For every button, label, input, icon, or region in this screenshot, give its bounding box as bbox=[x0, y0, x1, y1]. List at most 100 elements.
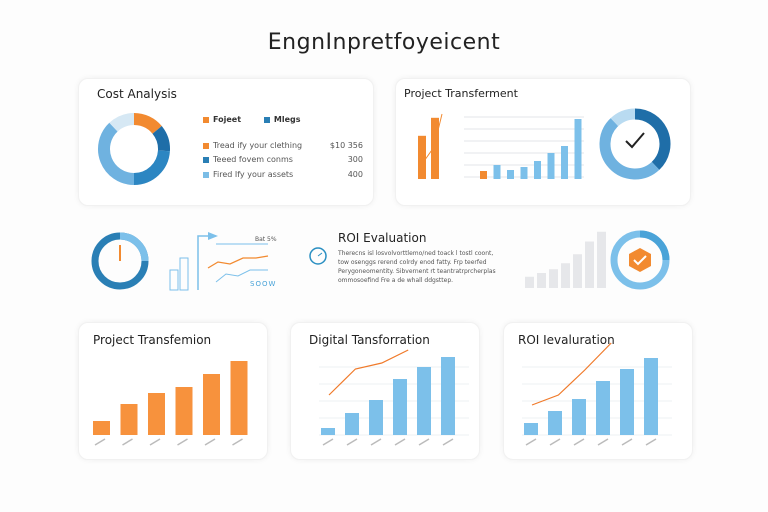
bar bbox=[418, 135, 426, 179]
card-title: Digital Tansforration bbox=[309, 333, 430, 347]
bar bbox=[585, 241, 594, 288]
legend: Fojeet Mlegs bbox=[203, 115, 300, 124]
bar bbox=[572, 399, 586, 435]
bar bbox=[321, 428, 335, 435]
x-tick-label bbox=[177, 438, 188, 446]
bar bbox=[525, 276, 534, 288]
card-title: ROI Ievaluration bbox=[518, 333, 615, 347]
blue-trend-line bbox=[215, 269, 268, 283]
bar bbox=[524, 423, 538, 435]
legend-label: Mlegs bbox=[273, 115, 301, 124]
legend-label: Fojeet bbox=[213, 115, 242, 124]
row-label: Teeed fovem conms bbox=[213, 155, 293, 164]
bar bbox=[441, 357, 455, 435]
row-value: $10 356 bbox=[329, 141, 363, 150]
bar bbox=[644, 358, 658, 435]
trend-bar bbox=[169, 269, 179, 291]
x-tick-label bbox=[418, 438, 430, 446]
trend-line-chart bbox=[169, 232, 269, 291]
bar bbox=[520, 167, 528, 179]
x-tick-label bbox=[573, 438, 585, 446]
check-icon bbox=[625, 132, 645, 149]
orange-shield-check-icon bbox=[629, 248, 651, 272]
row-label: Fired Ify your assets bbox=[213, 170, 294, 179]
bar bbox=[393, 379, 407, 435]
trend-line bbox=[531, 342, 612, 406]
bar bbox=[493, 165, 501, 179]
x-tick-label bbox=[597, 438, 609, 446]
card-title: Project Transferment bbox=[404, 87, 518, 100]
clock-icon bbox=[309, 247, 327, 265]
x-tick-label bbox=[394, 438, 406, 446]
row-swatch bbox=[203, 156, 209, 163]
bar bbox=[369, 400, 383, 435]
trend-bar bbox=[179, 257, 189, 291]
row-swatch bbox=[203, 171, 209, 178]
clock-gauge-icon bbox=[91, 232, 149, 290]
x-tick-label bbox=[94, 438, 106, 446]
roi-evaluation-title: ROI Evaluation bbox=[338, 231, 427, 245]
project-bar-chart bbox=[418, 113, 584, 179]
page-title: EngnInpretfoyeicent bbox=[267, 30, 501, 55]
legend-swatch-blue bbox=[263, 116, 270, 123]
row-value: 400 bbox=[347, 170, 363, 179]
bar bbox=[93, 421, 110, 435]
donut-segment bbox=[152, 126, 170, 152]
donut-segment bbox=[109, 113, 135, 132]
gray-bar-chart bbox=[525, 231, 606, 288]
x-tick-label bbox=[621, 438, 633, 446]
bar bbox=[596, 381, 610, 435]
trend-label: Bat 5% bbox=[255, 236, 277, 243]
cost-row: Tread ify your clething $10 356 bbox=[203, 141, 363, 150]
x-tick-label bbox=[322, 438, 334, 446]
x-tick-label bbox=[549, 438, 561, 446]
bar bbox=[120, 404, 138, 435]
x-tick-label bbox=[370, 438, 382, 446]
cost-analysis-card: Cost Analysis Fojeet Mlegs Tread ify you… bbox=[78, 78, 374, 206]
bar-line-chart bbox=[319, 349, 469, 446]
bar bbox=[175, 387, 193, 435]
bar bbox=[507, 170, 514, 179]
bar bbox=[561, 263, 570, 288]
x-tick-label bbox=[232, 438, 243, 446]
donut-segment bbox=[133, 150, 170, 185]
trend-footer: SOOW bbox=[250, 280, 277, 288]
donut-segment bbox=[610, 108, 636, 127]
donut-segment bbox=[98, 122, 135, 185]
donut-segment bbox=[634, 108, 671, 170]
bar-chart bbox=[93, 361, 248, 446]
bar bbox=[620, 369, 634, 435]
legend-swatch-orange bbox=[203, 116, 209, 123]
bar bbox=[537, 273, 546, 288]
cost-row: Teeed fovem conms 300 bbox=[203, 155, 363, 164]
project-donut-chart bbox=[599, 108, 671, 180]
donut-segment bbox=[133, 113, 162, 135]
project-transferment-card: Project Transferment bbox=[395, 78, 691, 206]
bar bbox=[561, 146, 568, 179]
bar bbox=[480, 171, 487, 179]
badge-donut bbox=[610, 230, 670, 290]
x-tick-label bbox=[525, 438, 537, 446]
row-value: 300 bbox=[347, 155, 363, 164]
bar bbox=[417, 367, 431, 435]
chart-card-3: ROI Ievaluration bbox=[503, 322, 693, 460]
donut-segment bbox=[599, 118, 660, 180]
card-title: Project Transfemion bbox=[93, 333, 212, 347]
bar bbox=[573, 254, 582, 288]
x-tick-label bbox=[204, 438, 216, 446]
bar bbox=[230, 361, 248, 435]
bar bbox=[203, 374, 220, 435]
bar bbox=[431, 117, 439, 179]
bar bbox=[345, 413, 359, 435]
row-swatch bbox=[203, 142, 209, 149]
row-label: Tread ify your clething bbox=[213, 141, 303, 150]
bar bbox=[597, 231, 606, 288]
x-tick-label bbox=[346, 438, 358, 446]
bar bbox=[547, 153, 555, 179]
chart-card-2: Digital Tansforration bbox=[290, 322, 480, 460]
x-tick-label bbox=[442, 438, 454, 446]
card-title: Cost Analysis bbox=[97, 87, 177, 101]
x-tick-label bbox=[645, 438, 657, 446]
trend-line bbox=[328, 349, 409, 396]
bar bbox=[574, 119, 582, 179]
